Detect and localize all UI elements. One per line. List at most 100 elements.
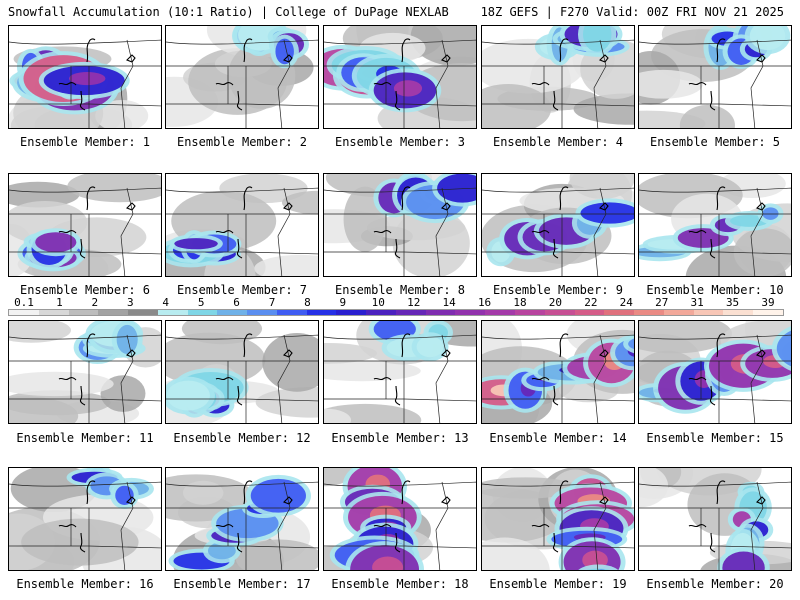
- state-border: [324, 39, 476, 45]
- water-feature: [552, 90, 559, 111]
- state-border: [166, 187, 318, 193]
- state-border: [482, 39, 634, 45]
- snowfall-contour: [416, 336, 444, 358]
- light-snow-area: [639, 468, 669, 508]
- snowfall-map: [166, 474, 318, 570]
- ensemble-member-map: [481, 173, 635, 277]
- snowfall-map: [482, 174, 634, 276]
- state-border: [435, 481, 449, 570]
- state-border: [9, 39, 161, 45]
- water-feature: [709, 90, 716, 111]
- light-snow-area: [733, 228, 791, 276]
- water-feature: [441, 202, 451, 211]
- state-border: [403, 545, 476, 549]
- state-border: [561, 251, 634, 255]
- ensemble-member-label: Ensemble Member: 9: [492, 283, 624, 297]
- water-feature: [86, 186, 96, 211]
- ensemble-member-map: [323, 467, 477, 571]
- water-feature: [373, 82, 392, 86]
- snowfall-contour: [586, 568, 610, 570]
- legend-color-cell: [157, 310, 188, 315]
- state-border: [245, 103, 318, 107]
- state-border: [245, 251, 318, 255]
- state-border: [639, 481, 791, 487]
- water-feature: [58, 377, 77, 381]
- water-feature: [716, 480, 726, 505]
- legend-value-label: 22: [584, 296, 598, 309]
- water-feature: [756, 54, 766, 63]
- water-feature: [441, 54, 451, 63]
- ensemble-member-map: [638, 320, 792, 424]
- heavy-snowfall-core: [372, 556, 404, 570]
- water-feature: [86, 333, 96, 358]
- state-border: [324, 334, 476, 340]
- light-snow-area: [639, 69, 703, 99]
- snowfall-contour: [580, 202, 634, 224]
- state-border: [9, 481, 161, 487]
- legend-value-label: 20: [548, 296, 563, 309]
- water-feature: [79, 385, 86, 406]
- legend-color-cell: [9, 310, 39, 315]
- legend-value-label: 24: [619, 296, 633, 309]
- snowfall-map: [9, 174, 161, 276]
- snowfall-map: [9, 321, 161, 423]
- state-border: [435, 187, 449, 276]
- ensemble-member-map: [165, 25, 319, 129]
- water-feature: [716, 333, 726, 358]
- legend-color-cell: [128, 310, 158, 315]
- light-snow-area: [573, 93, 634, 125]
- state-border: [245, 398, 318, 402]
- water-feature: [441, 349, 451, 358]
- state-border: [166, 334, 318, 340]
- state-border: [718, 398, 791, 402]
- legend-value-label: 6: [233, 296, 240, 309]
- water-feature: [58, 230, 77, 234]
- map-title: Snowfall Accumulation (10:1 Ratio) | Col…: [8, 5, 449, 19]
- ensemble-member-map: [481, 467, 635, 571]
- legend-value-label: 18: [513, 296, 527, 309]
- ensemble-member-label: Ensemble Member: 3: [334, 135, 466, 149]
- water-feature: [709, 385, 716, 406]
- legend-value-label: 2: [91, 296, 99, 309]
- ensemble-member-map: [638, 173, 792, 277]
- snowfall-map: [166, 26, 318, 128]
- state-border: [561, 103, 634, 107]
- state-border: [639, 39, 791, 45]
- water-feature: [394, 385, 401, 406]
- state-border: [403, 398, 476, 402]
- snowfall-map: [324, 26, 476, 128]
- water-feature: [215, 524, 234, 528]
- snowfall-map: [639, 321, 791, 423]
- state-border: [718, 251, 791, 255]
- legend-color-bar: [8, 309, 784, 316]
- snowfall-map: [482, 321, 634, 423]
- legend-color-cell: [187, 310, 218, 315]
- state-border: [561, 545, 634, 549]
- legend-value-label: 10: [371, 296, 385, 309]
- legend-color-cell: [455, 310, 486, 315]
- water-feature: [688, 377, 707, 381]
- snow-contour-edge: [578, 564, 619, 570]
- water-feature: [531, 377, 550, 381]
- snowfall-contour: [749, 26, 786, 51]
- state-border: [88, 545, 161, 549]
- water-feature: [58, 82, 77, 86]
- ensemble-member-map: [481, 320, 635, 424]
- legend-value-label: 1: [56, 296, 63, 309]
- water-feature: [243, 186, 253, 211]
- snowfall-map: [166, 321, 318, 423]
- light-snow-area: [255, 387, 318, 418]
- legend-color-cell: [544, 310, 575, 315]
- heavy-snowfall-core: [393, 80, 423, 97]
- water-feature: [243, 480, 253, 505]
- water-feature: [401, 333, 411, 358]
- water-feature: [373, 377, 392, 381]
- state-border: [88, 103, 161, 107]
- snowfall-contour: [437, 174, 476, 203]
- ensemble-member-map: [165, 173, 319, 277]
- legend-value-label: 27: [655, 296, 669, 309]
- legend-color-cell: [38, 310, 69, 315]
- state-border: [277, 334, 291, 423]
- water-feature: [283, 349, 293, 358]
- ensemble-member-label: Ensemble Member: 6: [19, 283, 151, 297]
